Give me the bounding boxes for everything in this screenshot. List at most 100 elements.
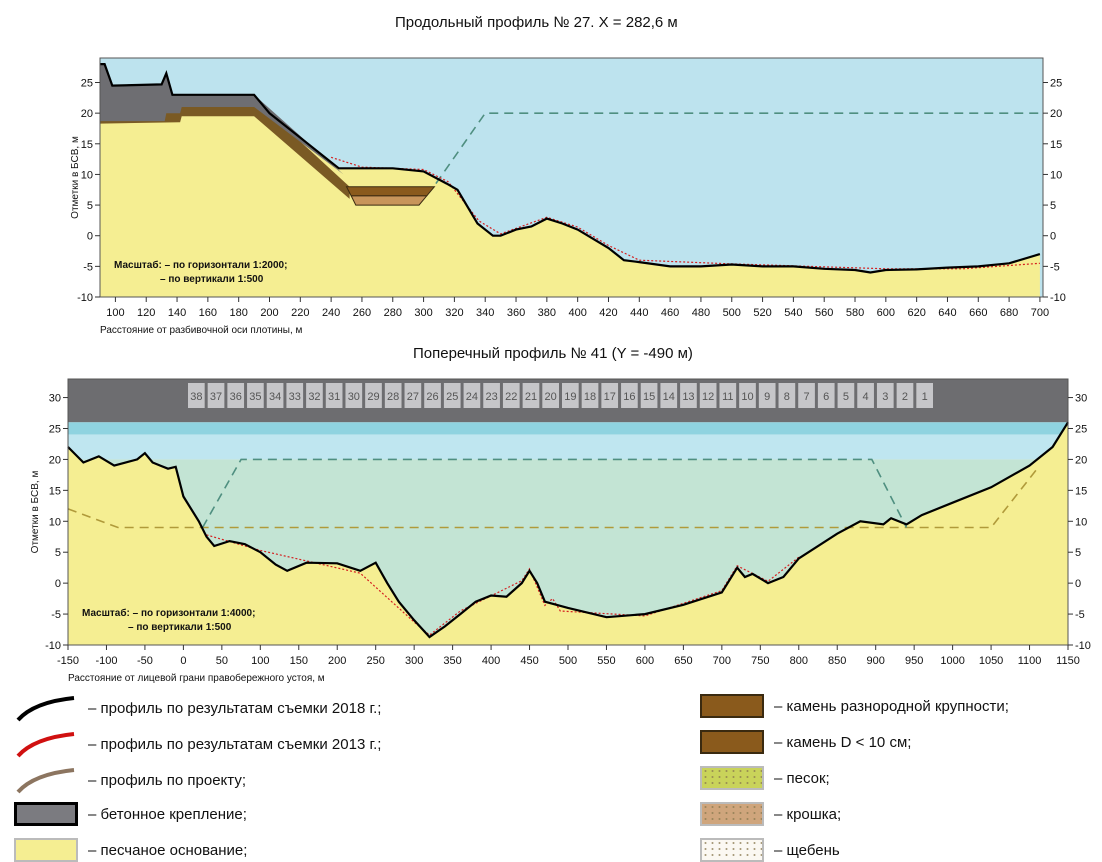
pier-box bbox=[404, 383, 422, 408]
pier-box bbox=[542, 383, 559, 408]
pier-box bbox=[502, 383, 520, 408]
pier-box bbox=[778, 383, 796, 408]
pier-number: 5 bbox=[843, 391, 849, 403]
x-tick-label: 160 bbox=[199, 307, 217, 319]
y-tick-label-right: 15 bbox=[1050, 139, 1062, 151]
tan-dotted-swatch-icon bbox=[700, 802, 764, 826]
pier-box bbox=[660, 383, 678, 408]
pier-box bbox=[345, 383, 363, 408]
x-tick-label: 420 bbox=[599, 307, 617, 319]
x-tick-label: 320 bbox=[445, 307, 463, 319]
y-tick-label-right: 30 bbox=[1075, 393, 1087, 405]
pier-box bbox=[699, 383, 717, 408]
pier-box bbox=[443, 383, 461, 408]
y-tick-label-left: 25 bbox=[49, 423, 61, 435]
legend-label: – крошка; bbox=[774, 805, 842, 823]
pier-box bbox=[188, 383, 205, 408]
x-tick-label: 460 bbox=[661, 307, 679, 319]
top-chart-title: Продольный профиль № 27. X = 282,6 м bbox=[395, 14, 678, 31]
y-tick-label-left: 5 bbox=[55, 547, 61, 559]
y-tick-label-right: -10 bbox=[1050, 292, 1066, 304]
x-tick-label: 800 bbox=[790, 655, 808, 667]
y-tick-label-left: 20 bbox=[49, 454, 61, 466]
x-tick-label: 200 bbox=[260, 307, 278, 319]
scale-note-horizontal: Масштаб: – по горизонтали 1:4000; bbox=[82, 607, 255, 619]
y-tick-label-right: 20 bbox=[1075, 454, 1087, 466]
y-tick-label-right: -10 bbox=[1075, 640, 1091, 652]
pier-number: 37 bbox=[210, 391, 222, 403]
pier-number: 22 bbox=[505, 391, 517, 403]
y-tick-label-right: 5 bbox=[1050, 200, 1056, 212]
pier-number: 16 bbox=[623, 391, 635, 403]
y-tick-label-left: 30 bbox=[49, 393, 61, 405]
crumb-block bbox=[350, 195, 428, 206]
x-tick-label: 660 bbox=[969, 307, 987, 319]
y-axis-label: Отметки в БСВ, м bbox=[30, 471, 41, 554]
x-tick-label: 520 bbox=[753, 307, 771, 319]
y-tick-label-left: 10 bbox=[49, 516, 61, 528]
x-tick-label: 440 bbox=[630, 307, 648, 319]
pier-box bbox=[817, 383, 835, 408]
pier-number: 1 bbox=[922, 391, 928, 403]
pier-number: 29 bbox=[367, 391, 379, 403]
x-tick-label: 300 bbox=[414, 307, 432, 319]
y-tick-label-left: 20 bbox=[81, 108, 93, 120]
pier-number: 35 bbox=[249, 391, 261, 403]
pier-box bbox=[247, 383, 264, 408]
gray-swatch-icon bbox=[14, 802, 78, 826]
x-tick-label: 600 bbox=[877, 307, 895, 319]
x-tick-label: 300 bbox=[405, 655, 423, 667]
concrete-lining bbox=[100, 64, 344, 175]
legend-item: – профиль по проекту; bbox=[14, 766, 246, 794]
pier-box bbox=[384, 383, 402, 408]
sand-base-area bbox=[100, 64, 1040, 297]
x-tick-label: 0 bbox=[180, 655, 186, 667]
plot-frame bbox=[99, 57, 1044, 298]
legend-item: – крошка; bbox=[700, 802, 841, 826]
pier-number: 11 bbox=[722, 391, 733, 403]
x-tick-label: 120 bbox=[137, 307, 155, 319]
pier-number: 6 bbox=[823, 391, 829, 403]
pier-number: 20 bbox=[545, 391, 557, 403]
black-curve-icon bbox=[16, 696, 75, 722]
pier-box bbox=[483, 383, 500, 408]
green-dotted-swatch-icon bbox=[700, 766, 764, 790]
y-tick-label-right: 15 bbox=[1075, 485, 1087, 497]
scale-note-horizontal: Масштаб: – по горизонтали 1:2000; bbox=[114, 259, 287, 271]
x-tick-label: 900 bbox=[867, 655, 885, 667]
scale-note-vertical: – по вертикали 1:500 bbox=[160, 274, 264, 285]
legend-item: – камень разнородной крупности; bbox=[700, 694, 1009, 718]
stone-mixed-block bbox=[345, 186, 436, 197]
pier-number: 38 bbox=[190, 391, 202, 403]
pier-number: 14 bbox=[663, 391, 675, 403]
sand-base-area bbox=[68, 422, 1068, 645]
x-tick-label: 680 bbox=[1000, 307, 1018, 319]
red-curve-icon bbox=[16, 732, 75, 758]
pier-box bbox=[739, 383, 756, 408]
y-tick-label-right: 10 bbox=[1050, 169, 1062, 181]
pier-number: 7 bbox=[803, 391, 809, 403]
y-axis-label: Отметки в БСВ, м bbox=[70, 136, 81, 219]
x-tick-label: 240 bbox=[322, 307, 340, 319]
x-tick-label: 640 bbox=[938, 307, 956, 319]
pier-number: 19 bbox=[564, 391, 576, 403]
y-tick-label-left: 15 bbox=[81, 139, 93, 151]
x-tick-label: 150 bbox=[290, 655, 308, 667]
pier-box bbox=[463, 383, 481, 408]
x-tick-label: 400 bbox=[568, 307, 586, 319]
x-tick-label: 1100 bbox=[1018, 655, 1042, 667]
legend-item: – щебень bbox=[700, 838, 840, 862]
x-tick-label: 220 bbox=[291, 307, 309, 319]
pier-number: 13 bbox=[682, 391, 694, 403]
legend-item: – камень D < 10 см; bbox=[700, 730, 911, 754]
legend-label: – щебень bbox=[774, 841, 840, 859]
pier-box bbox=[601, 383, 619, 408]
pier-number: 15 bbox=[643, 391, 655, 403]
legend-label: – камень разнородной крупности; bbox=[774, 697, 1009, 715]
pier-number: 2 bbox=[902, 391, 908, 403]
pier-box bbox=[424, 383, 441, 408]
y-tick-label-left: 10 bbox=[81, 169, 93, 181]
legend-item: – профиль по результатам съемки 2013 г.; bbox=[14, 730, 381, 758]
x-tick-label: 560 bbox=[815, 307, 833, 319]
y-tick-label-left: 5 bbox=[87, 200, 93, 212]
